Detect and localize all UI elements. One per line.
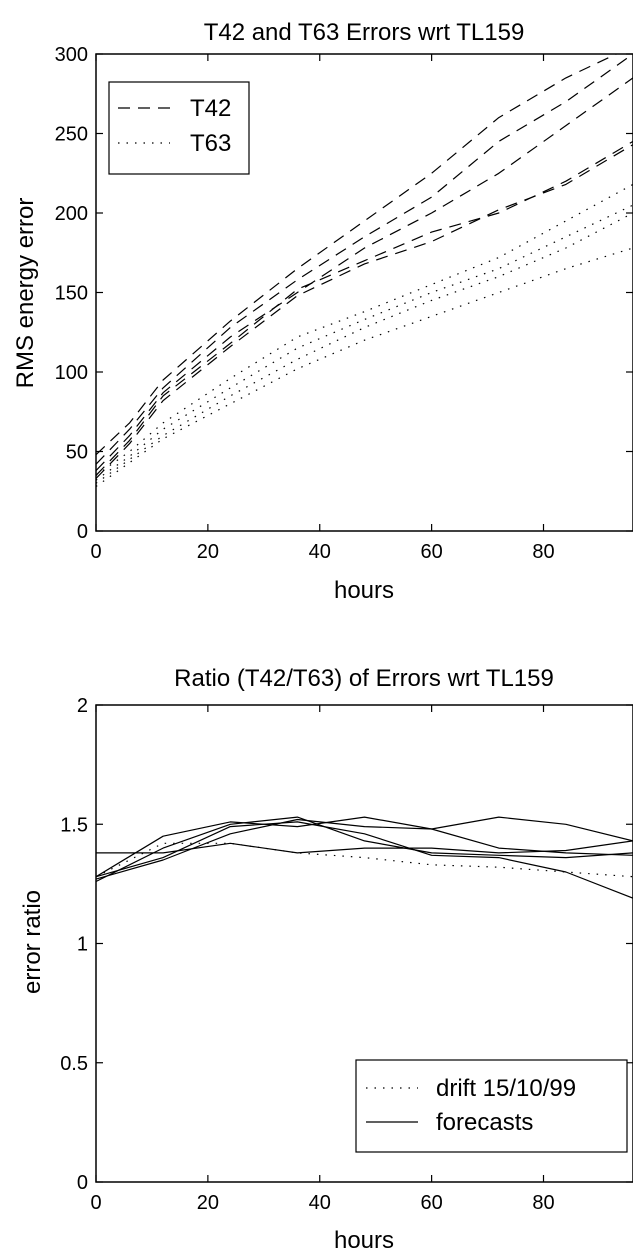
series-line-t42-4: [96, 144, 633, 479]
legend: T42 T63: [108, 81, 250, 175]
x-tick-label: 40: [309, 541, 331, 563]
x-tick-label: 60: [421, 1192, 443, 1214]
legend-label-t42: T42: [190, 95, 231, 122]
legend-box: [108, 81, 250, 175]
x-tick-label: 80: [532, 541, 554, 563]
y-tick-label: 250: [55, 124, 88, 146]
series-line-t63-5: [96, 183, 633, 476]
x-axis-label: hours: [334, 1227, 394, 1254]
series-line-t42-3: [96, 140, 633, 476]
series-line-forecasts-2: [96, 816, 633, 878]
x-tick-label: 80: [532, 1192, 554, 1214]
series-line-t42-0: [96, 54, 618, 456]
series-line-t42-2: [96, 77, 633, 472]
y-tick-label: 1: [77, 934, 88, 956]
chart-title: Ratio (T42/T63) of Errors wrt TL159: [174, 665, 554, 692]
x-tick-label: 0: [90, 1192, 101, 1214]
legend-label-t63: T63: [190, 130, 231, 157]
y-tick-label: 100: [55, 362, 88, 384]
series-layer: [96, 54, 633, 487]
y-tick-label: 0: [77, 1172, 88, 1194]
chart-title: T42 and T63 Errors wrt TL159: [204, 19, 525, 46]
y-tick-label: 300: [55, 44, 88, 66]
x-tick-label: 20: [197, 1192, 219, 1214]
chart-rms-energy-error: T42 and T63 Errors wrt TL159 hours RMS e…: [12, 19, 633, 604]
x-axis-label: hours: [334, 577, 394, 604]
plot-frame: [95, 53, 633, 532]
legend: drift 15/10/99 forecasts: [355, 1059, 628, 1153]
x-tick-label: 0: [90, 541, 101, 563]
y-tick-label: 150: [55, 283, 88, 305]
legend-box: [355, 1059, 628, 1153]
x-tick-label: 40: [309, 1192, 331, 1214]
y-tick-label: 0: [77, 521, 88, 543]
plot-frame: [95, 704, 633, 1183]
y-tick-label: 2: [77, 695, 88, 717]
x-tick-label: 20: [197, 541, 219, 563]
y-tick-label: 1.5: [60, 814, 88, 836]
tick-layer: 0 20 40 60 80 0 0.5 1 1.5 2: [60, 695, 633, 1214]
y-tick-label: 0.5: [60, 1053, 88, 1075]
series-line-t63-6: [96, 204, 633, 481]
x-tick-label: 60: [421, 541, 443, 563]
series-line-forecasts-4: [96, 821, 633, 899]
y-axis-label: RMS energy error: [12, 198, 39, 389]
series-line-forecasts-5: [96, 816, 633, 883]
y-tick-label: 200: [55, 203, 88, 225]
legend-label-forecasts: forecasts: [436, 1109, 533, 1136]
legend-label-drift: drift 15/10/99: [436, 1075, 576, 1102]
y-axis-label: error ratio: [19, 890, 46, 994]
series-layer: [96, 816, 633, 899]
y-tick-label: 50: [66, 442, 88, 464]
series-line-t63-7: [96, 212, 633, 484]
chart-error-ratio: Ratio (T42/T63) of Errors wrt TL159 hour…: [19, 665, 633, 1254]
series-line-t63-8: [96, 247, 633, 487]
series-line-forecasts-3: [96, 818, 633, 880]
tick-layer: 0 20 40 60 80 0 50 100 150 200 250 300: [55, 44, 633, 563]
